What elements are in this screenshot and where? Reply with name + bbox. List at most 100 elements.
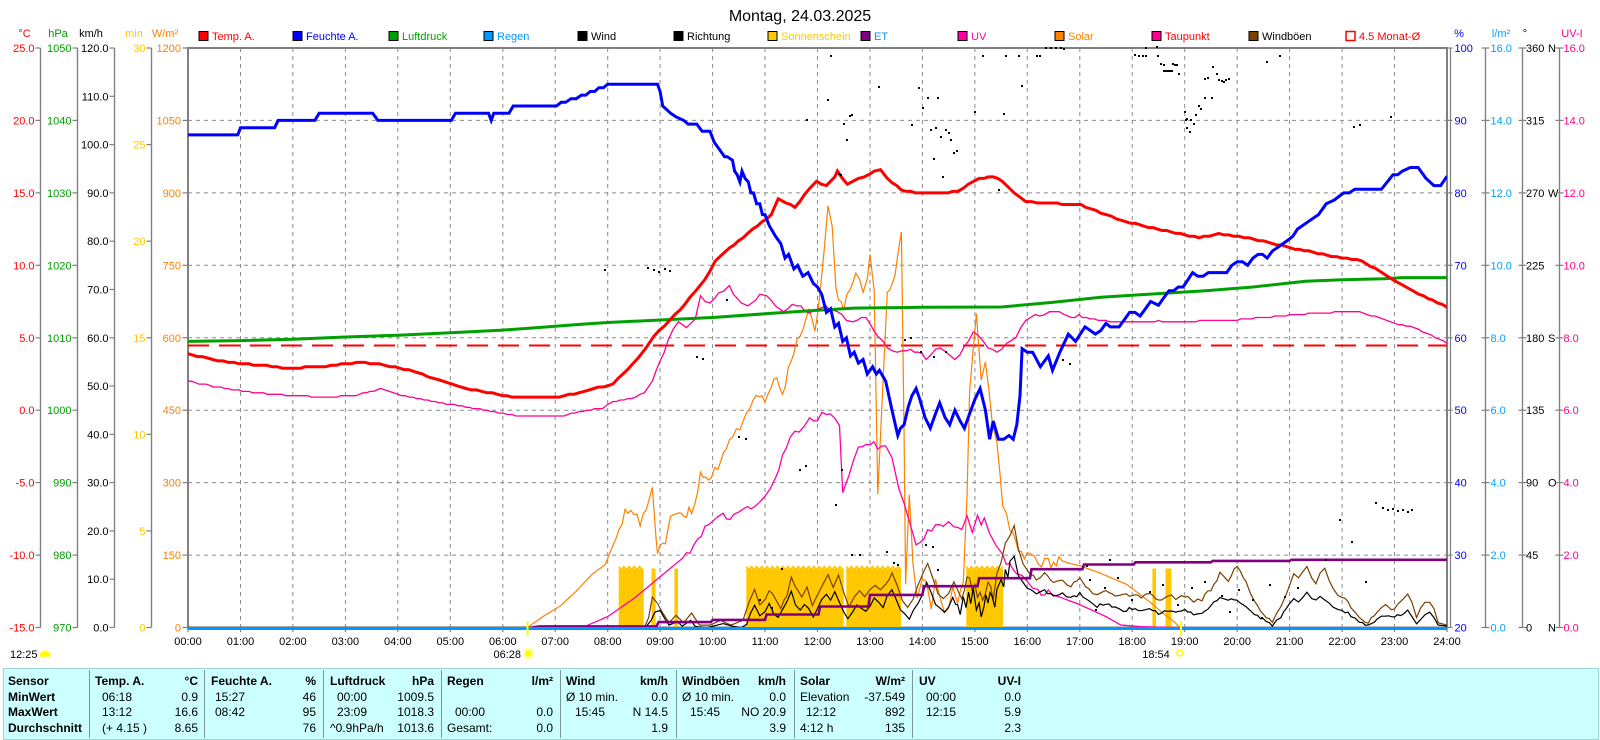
svg-text:40: 40: [1455, 478, 1467, 490]
svg-text:50: 50: [1455, 405, 1467, 417]
svg-text:07:00: 07:00: [541, 636, 569, 648]
svg-text:Taupunkt: Taupunkt: [1165, 31, 1210, 43]
svg-text:Richtung: Richtung: [687, 31, 730, 43]
svg-text:13:00: 13:00: [856, 636, 884, 648]
svg-text:45: 45: [1526, 550, 1538, 562]
svg-text:600: 600: [163, 333, 181, 345]
svg-text:70.0: 70.0: [87, 285, 108, 297]
svg-text:Wind: Wind: [591, 31, 616, 43]
svg-text:O: O: [1548, 478, 1557, 490]
svg-text:10: 10: [133, 429, 145, 441]
svg-text:00:00: 00:00: [174, 636, 202, 648]
svg-text:90: 90: [1526, 478, 1538, 490]
svg-text:100.0: 100.0: [81, 140, 109, 152]
svg-text:6.0: 6.0: [1564, 405, 1579, 417]
svg-text:04:00: 04:00: [384, 636, 412, 648]
svg-text:360: 360: [1526, 43, 1544, 55]
svg-text:1050: 1050: [157, 115, 181, 127]
svg-text:80: 80: [1455, 188, 1467, 200]
svg-text:0: 0: [1526, 623, 1532, 635]
svg-text:90: 90: [1455, 115, 1467, 127]
svg-text:Luftdruck: Luftdruck: [402, 31, 448, 43]
svg-text:25: 25: [133, 140, 145, 152]
svg-text:N: N: [1548, 43, 1556, 55]
svg-text:70: 70: [1455, 260, 1467, 272]
svg-text:120.0: 120.0: [81, 43, 109, 55]
svg-text:l/m²: l/m²: [1492, 28, 1511, 40]
svg-text:315: 315: [1526, 115, 1544, 127]
svg-text:15.0: 15.0: [13, 188, 34, 200]
svg-text:16:00: 16:00: [1014, 636, 1042, 648]
svg-text:Sonnenschein: Sonnenschein: [781, 31, 851, 43]
svg-text:12.0: 12.0: [1564, 188, 1585, 200]
svg-text:16.0: 16.0: [1491, 43, 1512, 55]
svg-text:0.0: 0.0: [1491, 623, 1506, 635]
svg-text:UV: UV: [971, 31, 987, 43]
svg-text:Feuchte A.: Feuchte A.: [306, 31, 359, 43]
svg-text:1200: 1200: [157, 43, 181, 55]
svg-text:18:54: 18:54: [1142, 649, 1170, 661]
svg-text:110.0: 110.0: [82, 91, 109, 103]
svg-text:0: 0: [139, 623, 145, 635]
svg-text:80.0: 80.0: [87, 236, 108, 248]
svg-text:20: 20: [133, 236, 145, 248]
svg-text:Windböen: Windböen: [1262, 31, 1312, 43]
svg-text:ET: ET: [874, 31, 888, 43]
svg-text:14:00: 14:00: [909, 636, 937, 648]
svg-text:06:28: 06:28: [493, 649, 521, 661]
svg-text:18:00: 18:00: [1118, 636, 1146, 648]
svg-text:1010: 1010: [47, 333, 71, 345]
svg-text:5: 5: [139, 526, 145, 538]
svg-text:0: 0: [175, 623, 181, 635]
svg-text:10.0: 10.0: [1491, 260, 1512, 272]
svg-text:12.0: 12.0: [1491, 188, 1512, 200]
svg-text:14.0: 14.0: [1491, 115, 1512, 127]
svg-text:W: W: [1548, 188, 1559, 200]
svg-text:4.0: 4.0: [1491, 478, 1506, 490]
svg-text:°C: °C: [18, 28, 30, 40]
svg-text:970: 970: [53, 623, 71, 635]
svg-text:0.0: 0.0: [1564, 623, 1579, 635]
svg-text:UV-I: UV-I: [1561, 28, 1582, 40]
svg-text:12:00: 12:00: [804, 636, 832, 648]
svg-text:20.0: 20.0: [13, 115, 34, 127]
svg-text:S: S: [1548, 333, 1555, 345]
svg-text:450: 450: [163, 405, 181, 417]
svg-text:03:00: 03:00: [332, 636, 360, 648]
svg-text:-5.0: -5.0: [16, 478, 35, 490]
svg-text:km/h: km/h: [79, 28, 103, 40]
svg-text:15:00: 15:00: [961, 636, 989, 648]
svg-text:Temp. A.: Temp. A.: [212, 31, 255, 43]
svg-text:90.0: 90.0: [87, 188, 108, 200]
svg-text:21:00: 21:00: [1276, 636, 1304, 648]
svg-text:150: 150: [163, 550, 181, 562]
svg-text:Montag, 24.03.2025: Montag, 24.03.2025: [729, 8, 871, 25]
svg-text:23:00: 23:00: [1381, 636, 1409, 648]
svg-text:06:00: 06:00: [489, 636, 517, 648]
svg-text:900: 900: [163, 188, 181, 200]
svg-text:30.0: 30.0: [87, 478, 108, 490]
svg-text:1040: 1040: [47, 115, 71, 127]
svg-text:50.0: 50.0: [87, 381, 108, 393]
svg-text:12:25: 12:25: [10, 649, 38, 661]
svg-text:750: 750: [163, 260, 181, 272]
svg-text:22:00: 22:00: [1328, 636, 1356, 648]
svg-text:Regen: Regen: [497, 31, 529, 43]
svg-text:300: 300: [163, 478, 181, 490]
svg-text:08:00: 08:00: [594, 636, 622, 648]
svg-text:15: 15: [133, 333, 145, 345]
svg-text:10.0: 10.0: [87, 574, 108, 586]
svg-text:24:00: 24:00: [1433, 636, 1461, 648]
svg-text:10.0: 10.0: [13, 260, 34, 272]
svg-text:20:00: 20:00: [1223, 636, 1251, 648]
svg-text:10:00: 10:00: [699, 636, 727, 648]
svg-text:05:00: 05:00: [437, 636, 465, 648]
svg-text:180: 180: [1526, 333, 1544, 345]
svg-text:-10.0: -10.0: [9, 550, 34, 562]
svg-text:02:00: 02:00: [279, 636, 307, 648]
svg-text:°: °: [1523, 28, 1527, 40]
svg-text:990: 990: [53, 478, 71, 490]
svg-text:30: 30: [133, 43, 145, 55]
svg-text:17:00: 17:00: [1066, 636, 1094, 648]
svg-text:19:00: 19:00: [1171, 636, 1199, 648]
